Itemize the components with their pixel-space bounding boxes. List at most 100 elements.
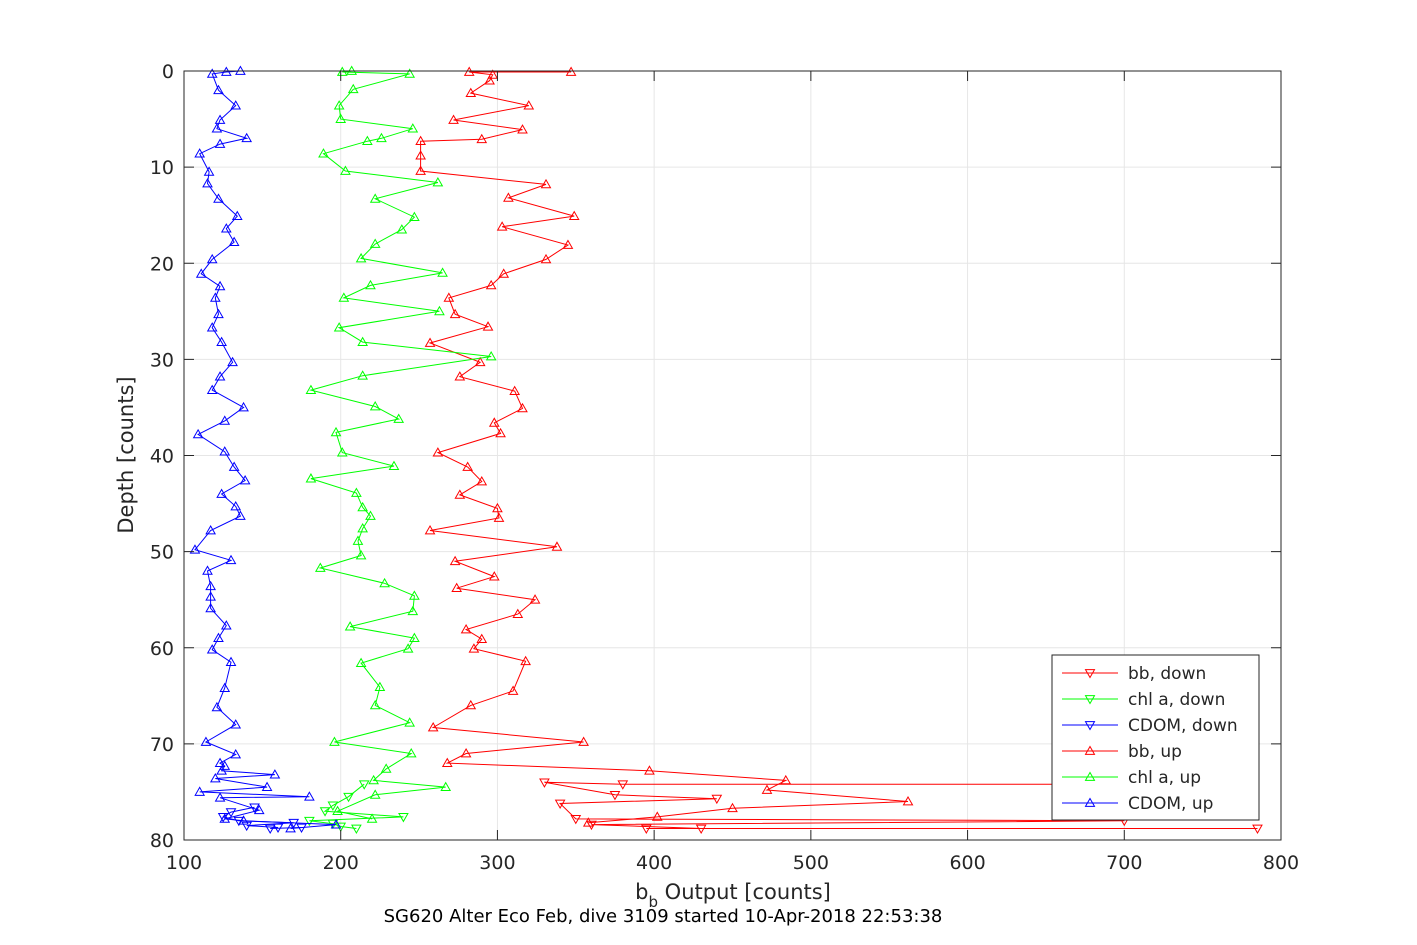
data-point-cdom-up [238, 401, 249, 412]
data-point-bb-up [484, 75, 495, 85]
data-point-bb-up [727, 802, 738, 813]
data-point-cdom-up [205, 602, 217, 613]
legend-item-bb-up: bb, up [1062, 742, 1182, 762]
data-point-chl-a-up [379, 577, 390, 588]
data-point-bb-down [586, 820, 597, 831]
data-point-bb-up [441, 757, 453, 767]
data-point-chl-a-up [329, 736, 340, 746]
data-point-cdom-up [205, 580, 217, 591]
data-point-bb-up [415, 135, 427, 146]
legend-marker [1084, 721, 1096, 731]
y-tick-label: 70 [150, 734, 174, 756]
data-point-bb-up [498, 268, 510, 278]
data-point-cdom-up [216, 488, 227, 498]
data-point-bb-up [488, 417, 500, 427]
data-point-chl-a-up [333, 100, 345, 110]
data-point-chl-a-down [343, 792, 354, 803]
data-point-bb-up [503, 192, 514, 202]
data-point-bb-up [465, 87, 477, 97]
data-point-bb-up [529, 594, 541, 604]
legend-item-chl-a-down: chl a, down [1062, 690, 1225, 710]
data-point-bb-up [523, 100, 535, 110]
data-point-chl-a-up [405, 747, 417, 758]
legend-marker [1084, 771, 1096, 781]
data-point-cdom-up [214, 757, 226, 767]
data-point-chl-a-up [333, 322, 345, 332]
data-point-cdom-up [239, 474, 251, 485]
data-point-bb-up [517, 124, 528, 134]
series-cdom-up [189, 65, 342, 833]
legend: bb, down chl a, down CDOM, down bb, up chl a… [1051, 654, 1260, 821]
y-tick-label: 20 [150, 253, 174, 275]
data-point-chl-a-down [304, 816, 315, 827]
y-tick-label: 0 [162, 61, 174, 83]
data-point-chl-a-up [355, 252, 367, 263]
data-point-chl-a-up [340, 165, 351, 175]
data-point-chl-a-up [404, 717, 416, 727]
data-point-cdom-up [235, 65, 246, 75]
data-point-bb-down [617, 780, 629, 790]
data-point-cdom-up [192, 428, 204, 439]
legend-item-bb-down: bb, down [1062, 664, 1206, 684]
x-tick-label: 500 [793, 852, 829, 874]
data-point-bb-up [902, 796, 914, 806]
series-line-bb-up [420, 71, 909, 824]
data-point-chl-a-up [305, 384, 317, 395]
data-point-cdom-up [219, 760, 231, 770]
data-point-bb-up [460, 747, 472, 758]
axes-box [183, 70, 1282, 841]
data-point-bb-up [415, 165, 427, 175]
data-point-chl-a-up [336, 447, 348, 457]
data-point-cdom-up [195, 268, 207, 278]
data-point-chl-a-up [407, 605, 419, 616]
data-point-bb-up [485, 279, 497, 290]
y-tick-label: 30 [150, 349, 174, 371]
data-point-bb-up [449, 555, 461, 566]
data-point-cdom-up [206, 644, 218, 654]
axes: 100 200 300 400 500 600 700 800 0 10 20 30 40 50 60 70 8… [150, 61, 1299, 874]
data-point-chl-a-up [357, 523, 369, 533]
data-point-chl-a-down [327, 801, 339, 811]
x-tick-label: 200 [323, 852, 359, 874]
data-point-cdom-up [213, 308, 224, 319]
x-axis-label: bb Output [counts] [635, 880, 831, 911]
data-point-chl-a-up [344, 621, 356, 631]
data-point-chl-a-up [376, 132, 387, 143]
data-point-cdom-up [214, 792, 226, 802]
data-point-cdom-up [214, 371, 226, 381]
data-point-cdom-up [202, 177, 213, 188]
data-point-cdom-up [225, 554, 237, 565]
data-point-bb-up [651, 811, 663, 821]
data-point-cdom-up [231, 210, 243, 221]
data-point-chl-a-down [351, 824, 362, 834]
data-point-bb-up [443, 292, 455, 302]
data-point-cdom-up [216, 765, 227, 775]
data-point-cdom-down [272, 823, 284, 834]
data-point-cdom-up [209, 772, 221, 783]
data-point-cdom-up [202, 565, 213, 575]
y-tick-label: 40 [150, 446, 174, 468]
data-point-cdom-up [200, 736, 212, 746]
data-point-bb-down [539, 778, 550, 788]
data-point-chl-a-up [357, 501, 369, 512]
data-point-chl-a-up [407, 123, 419, 133]
data-point-cdom-up [205, 524, 217, 535]
legend-label: chl a, up [1128, 768, 1201, 788]
x-tick-label: 100 [166, 852, 202, 874]
data-point-cdom-down [225, 808, 237, 818]
data-point-bb-up [468, 643, 480, 653]
data-point-cdom-up [230, 500, 242, 511]
data-point-bb-up [562, 239, 574, 249]
legend-item-cdom-up: CDOM, up [1062, 794, 1213, 814]
x-tick-label: 800 [1263, 852, 1299, 874]
data-point-cdom-up [261, 781, 273, 792]
data-point-bb-up [517, 402, 528, 413]
data-point-chl-a-up [330, 426, 342, 437]
data-point-bb-up [476, 633, 488, 643]
data-point-chl-a-down [319, 807, 331, 817]
data-point-chl-a-up [434, 305, 445, 316]
data-point-bb-up [495, 427, 506, 438]
data-point-bb-down [640, 824, 652, 834]
data-point-cdom-up [214, 280, 226, 291]
